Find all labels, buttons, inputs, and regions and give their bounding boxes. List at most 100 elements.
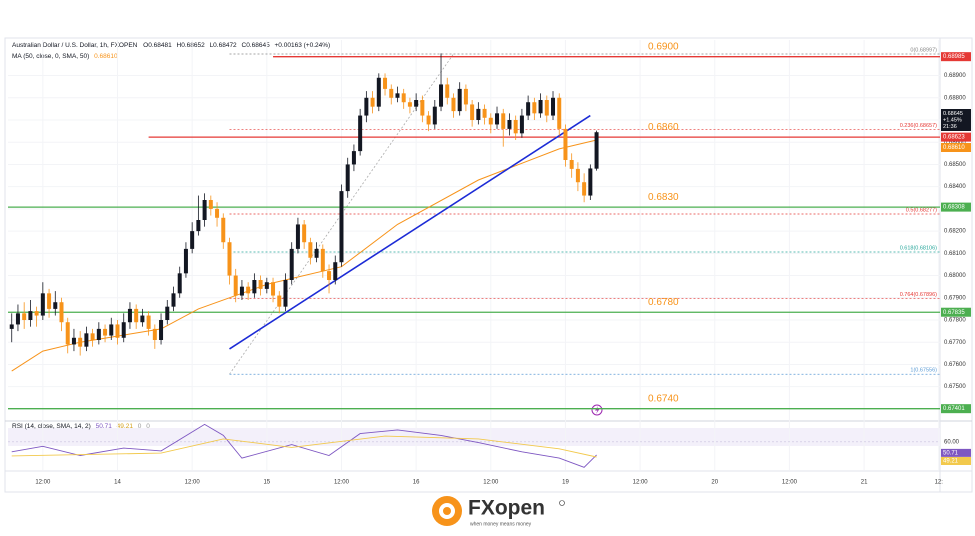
fib-label: 0.236(0.68657) [900,123,937,129]
logo: FXopen when money means money [432,496,565,527]
rsi-label: RSI (14, close, SMA, 14, 2) [12,423,91,430]
candle-body [575,168,580,183]
y-tick-label: 0.68900 [944,73,966,79]
rsi-value-box [941,456,971,465]
logo-brand: FXopen [468,497,545,520]
candle-body [40,293,45,316]
level-value-box [941,202,971,212]
candle-body [221,217,226,243]
level-annotation: 0.6900 [648,41,679,52]
candle-body [544,100,549,116]
level-value-box [941,307,971,317]
candle-body [414,100,419,107]
rsi-header: RSI (14, close, SMA, 14, 2) 50.71 49.21 … [12,423,150,430]
fib-label: 0.764(0.67896) [900,292,937,298]
candle-body [289,248,294,280]
ohlc: H0.68652 [177,42,206,49]
candle-body [302,224,307,243]
rsi-readout: 50.71 [96,423,113,430]
candle-body [513,120,518,134]
x-tick-label: 12:00 [185,480,201,486]
x-tick-label: 21 [861,480,868,486]
y-tick-label: 0.67900 [944,295,966,301]
candle-body [283,280,288,307]
candle-body [215,208,220,218]
level-annotation: 0.6780 [648,297,679,308]
level-value: 0.67401 [943,406,965,412]
x-tick-label: 20 [711,480,718,486]
x-tick-label: 12:00 [35,480,51,486]
x-tick-label: 12:00 [782,480,798,486]
candle-body [47,293,52,309]
y-tick-label: 0.68600 [944,140,966,146]
candle-body [376,77,381,107]
fib-label: 0(0.68997) [910,47,937,53]
candle-body [582,182,587,196]
candle-body [271,282,276,296]
candle-body [246,286,251,294]
candle-body [208,200,213,209]
candle-body [538,100,543,114]
ohlc: C0.68645 [242,42,271,49]
candle-body [420,100,425,116]
candle-body [407,102,412,107]
candle-body [78,337,83,347]
candle-body [383,77,388,89]
rsi-readout: 0 [138,423,142,430]
candle-body [364,97,369,116]
level-value: 0.68623 [943,135,965,141]
candle-body [476,108,481,120]
candle-body [495,113,500,125]
level-value-box [941,132,971,142]
logo-tagline: when money means money [470,521,532,527]
rsi-line [11,423,597,468]
candle-body [177,273,182,294]
header: Australian Dollar / U.S. Dollar, 1h, FXO… [12,42,330,49]
candle-body [264,282,269,289]
y-tick-label: 0.67800 [944,318,966,324]
candle-body [59,302,64,323]
candle-body [65,322,70,345]
y-tick-label: 0.67700 [944,340,966,346]
candle-body [445,84,450,98]
candle-body [34,311,39,316]
y-tick-label: 0.67500 [944,384,966,390]
rsi-tick-label: 60.00 [944,439,960,445]
candle-body [432,106,437,125]
candle-body [507,120,512,129]
candle-body [526,102,531,116]
y-tick-label: 0.68800 [944,95,966,101]
candle-body [146,315,151,329]
ma-price-box [941,143,971,152]
candle-body [295,224,300,249]
candle-body [320,248,325,272]
candle-body [333,262,338,280]
rsi-value: 50.71 [943,450,959,456]
candle-body [557,97,562,129]
rsi-line [11,435,597,458]
candle-body [532,102,537,114]
trend-line [229,114,591,350]
x-tick-label: 14 [114,480,121,486]
candle-body [9,324,14,329]
x-tick-label: 12:00 [483,480,499,486]
candle-body [277,295,282,307]
level-annotation: 0.6860 [648,122,679,133]
last-price-box [941,109,971,131]
candle-body [308,242,313,258]
candle-body [140,315,145,323]
candle-body [563,128,568,160]
candle-body [227,242,232,276]
candle-body [389,88,394,98]
level-value-box [941,404,971,414]
ma-value: 0.68610 [94,53,118,60]
x-tick-label: 12: [935,480,944,486]
candle-body [395,93,400,98]
y-tick-label: 0.68000 [944,273,966,279]
candle-body [115,324,120,338]
ma-header: MA (50, close, 0, SMA, 50) 0.68610 [12,53,118,60]
y-tick-label: 0.68100 [944,251,966,257]
candle-body [159,320,164,340]
chart-frame [4,37,973,493]
x-tick-label: 12:00 [334,480,350,486]
